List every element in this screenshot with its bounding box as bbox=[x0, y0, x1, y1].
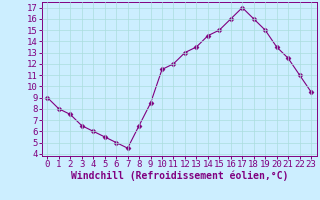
X-axis label: Windchill (Refroidissement éolien,°C): Windchill (Refroidissement éolien,°C) bbox=[70, 171, 288, 181]
